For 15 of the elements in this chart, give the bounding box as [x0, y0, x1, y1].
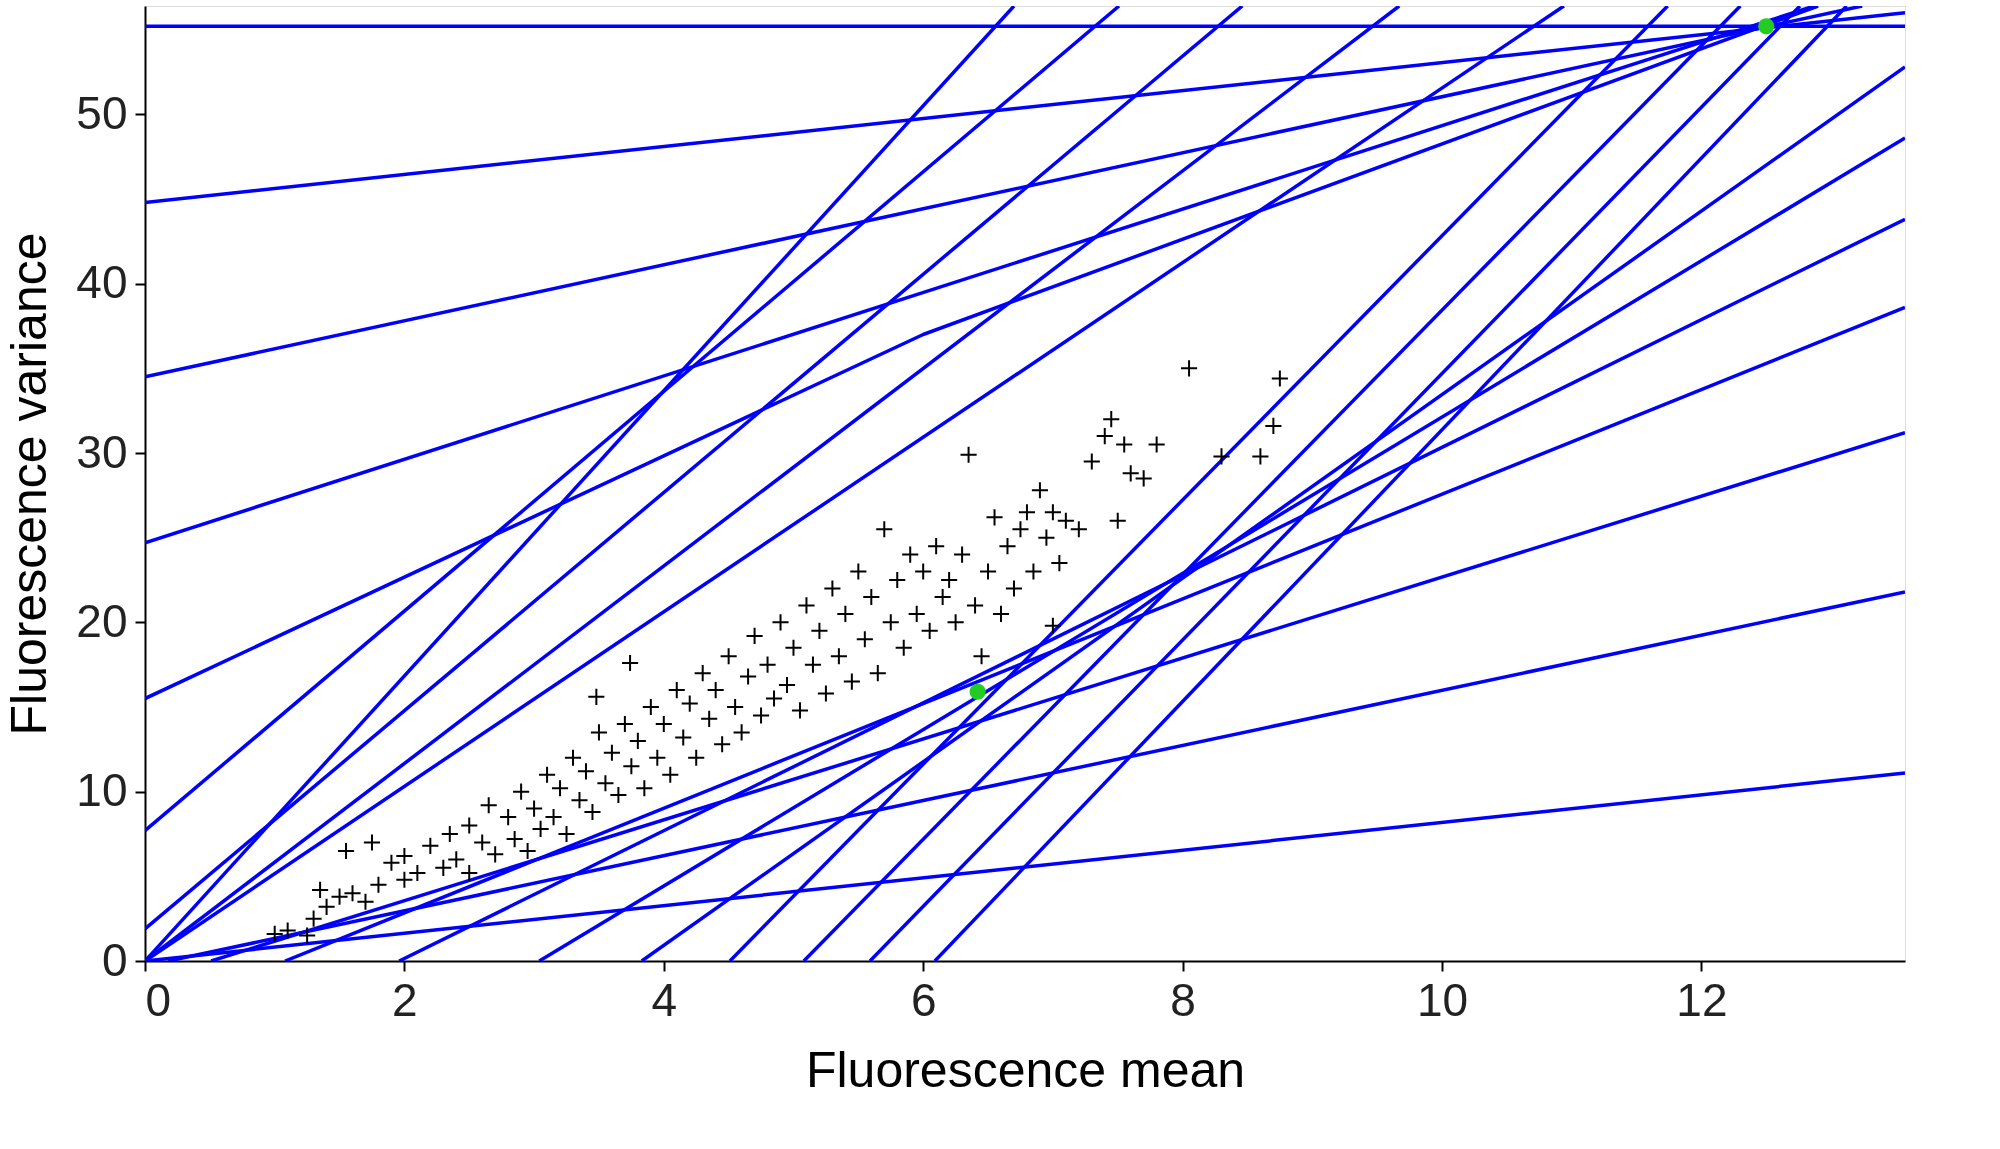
- y-tick-label: 20: [76, 594, 128, 647]
- y-tick-label: 30: [76, 425, 128, 478]
- x-tick-label: 0: [145, 973, 172, 1026]
- y-tick-label: 0: [101, 933, 128, 986]
- x-tick-label: 6: [910, 973, 937, 1026]
- x-axis-title: Fluorescence mean: [805, 1041, 1246, 1098]
- x-tick-label: 10: [1416, 973, 1469, 1026]
- y-tick-label: 10: [76, 764, 128, 817]
- y-tick-label: 40: [76, 256, 128, 309]
- x-tick-label: 4: [651, 973, 678, 1026]
- x-tick-label: 12: [1676, 973, 1728, 1026]
- x-tick-label: 2: [392, 973, 418, 1026]
- x-tick-label: 8: [1170, 973, 1196, 1026]
- y-tick-label: 50: [76, 86, 128, 139]
- y-axis-title: Fluorescence variance: [1, 232, 58, 736]
